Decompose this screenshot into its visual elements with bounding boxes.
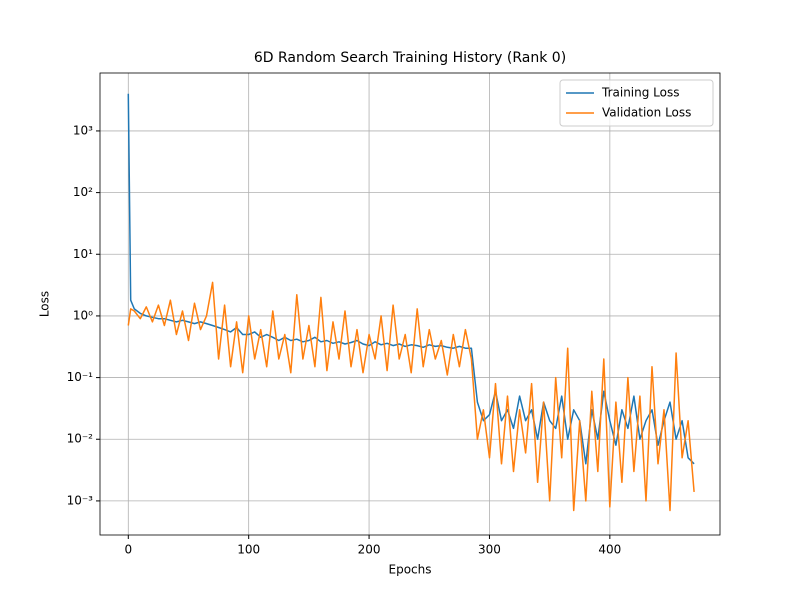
y-tick-label: 10⁰ (73, 308, 93, 322)
chart-title: 6D Random Search Training History (Rank … (254, 50, 566, 66)
line-series (127, 93, 695, 465)
line-series (127, 281, 695, 512)
y-tick-label: 10⁻¹ (67, 370, 94, 384)
y-tick-label: 10⁻² (67, 432, 94, 446)
legend-label: Training Loss (601, 86, 679, 100)
x-axis-label: Epochs (389, 563, 432, 577)
y-tick-label: 10³ (73, 123, 93, 137)
legend (559, 79, 714, 127)
y-axis-label: Loss (38, 291, 52, 317)
axes-frame (99, 72, 721, 536)
x-tick-label: 200 (358, 543, 381, 557)
x-tick-label: 300 (478, 543, 501, 557)
x-tick-label: 100 (237, 543, 260, 557)
legend-label: Validation Loss (602, 106, 691, 120)
x-tick-label: 0 (124, 543, 132, 557)
y-tick-label: 10¹ (73, 247, 93, 261)
x-tick-label: 400 (598, 543, 621, 557)
y-tick-label: 10² (73, 185, 93, 199)
y-tick-label: 10⁻³ (67, 493, 94, 507)
